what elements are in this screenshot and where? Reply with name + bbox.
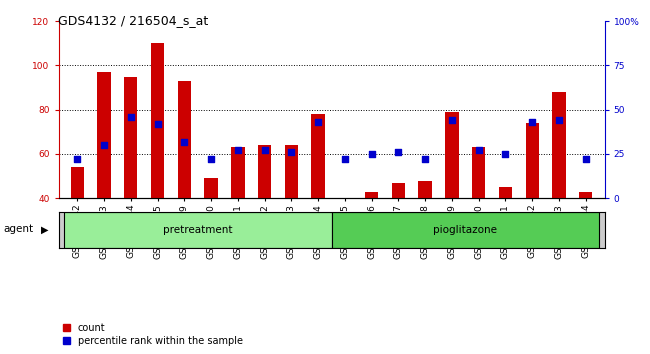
Point <box>259 148 270 153</box>
Text: pioglitazone: pioglitazone <box>434 225 497 235</box>
Point <box>72 156 83 162</box>
Point <box>313 119 323 125</box>
Bar <box>285 145 298 198</box>
Point <box>554 118 564 123</box>
Bar <box>579 192 592 198</box>
Legend: count, percentile rank within the sample: count, percentile rank within the sample <box>63 323 243 346</box>
Bar <box>392 183 405 198</box>
Bar <box>419 181 432 198</box>
Bar <box>231 147 244 198</box>
Point <box>367 151 377 157</box>
Point <box>420 156 430 162</box>
Point <box>99 142 109 148</box>
Point <box>206 156 216 162</box>
Text: ▶: ▶ <box>41 224 49 234</box>
Bar <box>499 187 512 198</box>
Point <box>500 151 511 157</box>
Point <box>473 148 484 153</box>
Bar <box>64 212 332 248</box>
Point <box>527 119 538 125</box>
Point <box>393 149 404 155</box>
Point <box>286 149 296 155</box>
Text: agent: agent <box>3 224 33 234</box>
Bar <box>365 192 378 198</box>
Bar <box>472 147 486 198</box>
Bar <box>332 212 599 248</box>
Bar <box>71 167 84 198</box>
Text: GDS4132 / 216504_s_at: GDS4132 / 216504_s_at <box>58 14 209 27</box>
Point <box>233 148 243 153</box>
Point <box>447 118 457 123</box>
Bar <box>98 72 111 198</box>
Bar <box>552 92 566 198</box>
Point <box>179 139 190 144</box>
Point <box>340 156 350 162</box>
Bar <box>311 114 325 198</box>
Bar <box>124 76 137 198</box>
Text: pretreatment: pretreatment <box>163 225 233 235</box>
Bar <box>258 145 271 198</box>
Bar <box>526 123 539 198</box>
Bar <box>177 81 191 198</box>
Point <box>580 156 591 162</box>
Bar <box>151 44 164 198</box>
Point <box>152 121 162 127</box>
Bar <box>204 178 218 198</box>
Point <box>125 114 136 120</box>
Bar <box>445 112 459 198</box>
